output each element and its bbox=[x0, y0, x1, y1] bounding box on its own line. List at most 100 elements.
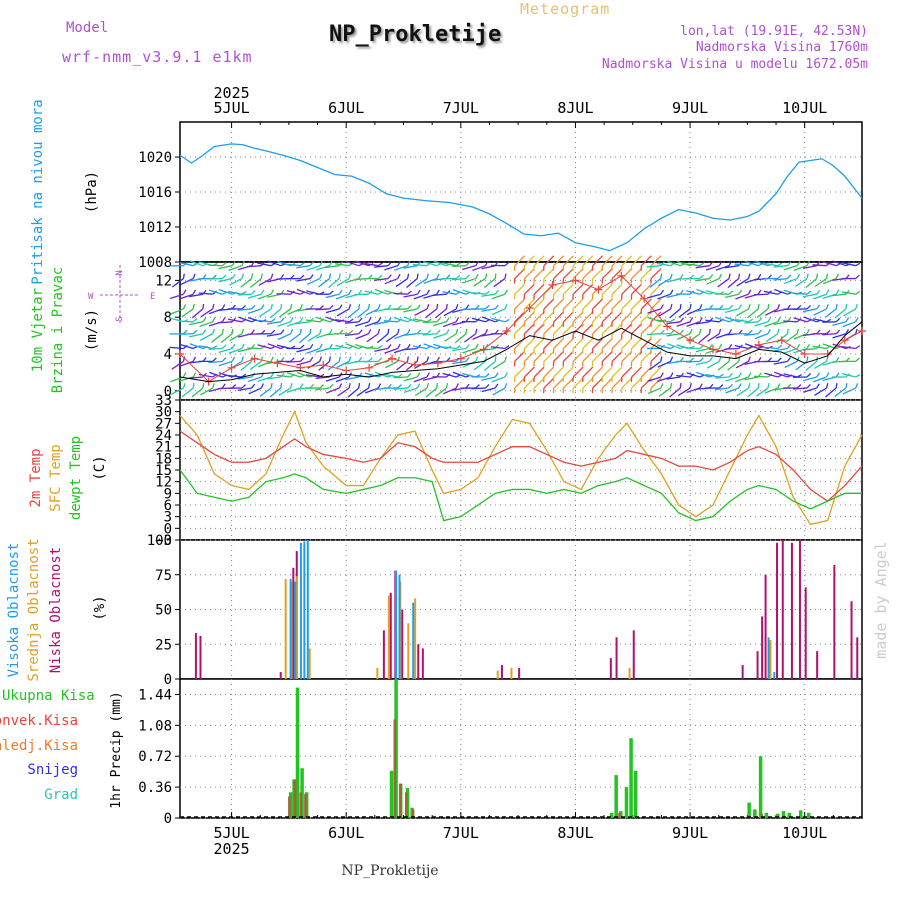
gust-marker bbox=[823, 350, 832, 358]
bar-cloud-srednja bbox=[628, 667, 631, 679]
wind-barb bbox=[514, 366, 526, 378]
wind-barb bbox=[328, 278, 340, 288]
wind-barb bbox=[286, 360, 301, 363]
wind-barb bbox=[218, 347, 233, 353]
series-wind-speed bbox=[179, 321, 863, 383]
bar-cloud-niska bbox=[194, 633, 197, 679]
wind-barb bbox=[727, 360, 740, 371]
bar-cloud-niska bbox=[790, 542, 793, 679]
wind-barb bbox=[208, 264, 223, 267]
wind-barb bbox=[403, 308, 418, 313]
gust-marker bbox=[777, 336, 786, 345]
wind-barb-head bbox=[348, 329, 354, 335]
wind-barb bbox=[247, 376, 262, 383]
wind-barb-head bbox=[504, 289, 508, 295]
wind-barb-head bbox=[767, 329, 771, 335]
gust-marker bbox=[548, 281, 557, 289]
wind-barb bbox=[640, 268, 652, 280]
bar-cloud-niska bbox=[632, 630, 635, 679]
wind-barb bbox=[514, 311, 526, 323]
wind-barb bbox=[170, 387, 184, 396]
wind-barb-head bbox=[504, 318, 510, 323]
y-tick-label: 8 bbox=[164, 310, 172, 326]
wind-barb bbox=[783, 373, 798, 378]
wind-barb bbox=[237, 376, 252, 380]
wind-barb bbox=[258, 360, 272, 368]
bar-cloud-srednja bbox=[376, 667, 379, 679]
wind-barb bbox=[621, 351, 633, 362]
wind-barb bbox=[553, 323, 565, 335]
wind-barb-head bbox=[504, 261, 510, 267]
wind-barb bbox=[582, 268, 594, 280]
wind-barb-head bbox=[835, 317, 841, 323]
wind-barb-head bbox=[260, 304, 265, 310]
wind-barb bbox=[218, 288, 233, 295]
wind-barb bbox=[364, 321, 379, 328]
wind-barb-head bbox=[212, 357, 217, 362]
wind-barb bbox=[286, 289, 301, 295]
bar-precip-ukupna bbox=[806, 812, 811, 818]
wind-barb bbox=[706, 360, 720, 369]
wind-barb-head bbox=[280, 382, 283, 389]
footer-station-label: NP_Prokletije bbox=[341, 863, 438, 879]
bar-cloud-visoka bbox=[289, 578, 292, 679]
wind-barb bbox=[631, 351, 642, 362]
wind-barb bbox=[543, 377, 555, 389]
wind-barb-head bbox=[319, 356, 322, 362]
wind-barb bbox=[403, 376, 418, 382]
wind-barb-head bbox=[250, 273, 254, 279]
wind-barb-head bbox=[669, 383, 673, 389]
wind-barb-head bbox=[367, 383, 371, 389]
wind-barb bbox=[514, 268, 526, 280]
wind-barb bbox=[491, 317, 506, 323]
wind-barb bbox=[543, 366, 555, 378]
wind-barb bbox=[611, 366, 623, 378]
wind-barb bbox=[472, 265, 486, 272]
wind-barb bbox=[746, 308, 759, 319]
wind-barb bbox=[803, 376, 817, 382]
wind-barb-head bbox=[455, 303, 459, 310]
precip-legend-0: Ukupna Kisa bbox=[2, 688, 95, 704]
wind-barb-head bbox=[504, 273, 507, 279]
wind-barb-head bbox=[728, 273, 731, 279]
wind-barb bbox=[316, 265, 330, 271]
wind-barb bbox=[337, 387, 350, 397]
wind-barb bbox=[582, 323, 594, 335]
wind-barb-head bbox=[494, 372, 499, 378]
wind-barb bbox=[754, 321, 769, 327]
wind-barb bbox=[286, 321, 301, 327]
wind-barb bbox=[366, 333, 379, 343]
wind-barb-head bbox=[845, 303, 848, 310]
wind-barb bbox=[705, 373, 720, 378]
wind-barb bbox=[229, 277, 243, 286]
wind-barb bbox=[433, 260, 447, 267]
watermark: made by Angel bbox=[872, 541, 890, 658]
wind-barb bbox=[572, 311, 584, 323]
bar-precip-ukupna bbox=[300, 768, 304, 818]
wind-barb bbox=[793, 265, 808, 271]
wind-barb bbox=[562, 311, 574, 323]
wind-barb-head bbox=[241, 291, 247, 295]
wind-barb-head bbox=[309, 261, 314, 267]
wind-barb bbox=[695, 360, 710, 366]
y-tick-label: −3 bbox=[155, 533, 172, 549]
altitude-label: Nadmorska Visina 1760m bbox=[695, 40, 868, 55]
wind-barb-head bbox=[796, 384, 802, 389]
wind-barb bbox=[658, 387, 671, 397]
wind-barb bbox=[383, 373, 398, 378]
wind-barb bbox=[705, 319, 720, 323]
wind-barb bbox=[813, 376, 827, 383]
wind-barb bbox=[715, 387, 730, 391]
altitude-model-label: Nadmorska Visina u modelu 1672.05m bbox=[601, 57, 868, 72]
wind-barb-head bbox=[270, 383, 273, 389]
wind-barb-head bbox=[416, 304, 421, 310]
wind-barb bbox=[533, 283, 545, 295]
wind-barb-head bbox=[338, 273, 341, 279]
wind-barb-head bbox=[855, 383, 859, 389]
wind-barb-head bbox=[660, 372, 664, 378]
wind-barb bbox=[384, 277, 399, 285]
wind-barb bbox=[678, 308, 691, 318]
bar-cloud-niska bbox=[850, 601, 853, 679]
wind-barb bbox=[286, 372, 301, 378]
